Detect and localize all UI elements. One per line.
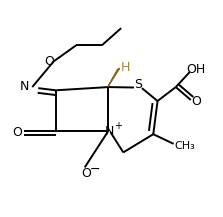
Text: CH₃: CH₃: [174, 141, 195, 151]
Text: N: N: [105, 125, 114, 138]
Text: O: O: [44, 55, 54, 68]
Text: O: O: [191, 95, 201, 108]
Polygon shape: [108, 68, 120, 86]
Text: +: +: [114, 121, 122, 131]
Text: O: O: [13, 126, 23, 139]
Text: N: N: [20, 79, 29, 92]
Text: H: H: [120, 61, 130, 74]
Text: O: O: [81, 167, 91, 180]
Text: OH: OH: [186, 63, 206, 76]
Text: −: −: [90, 163, 100, 176]
Text: S: S: [134, 78, 142, 91]
